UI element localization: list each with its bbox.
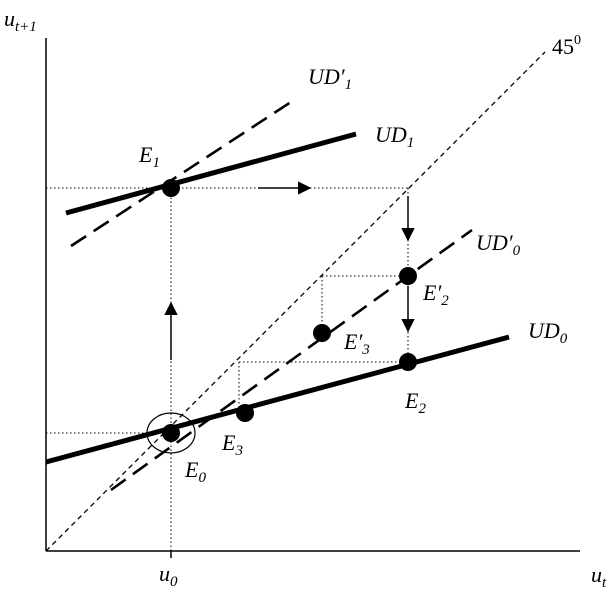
point-e1: [162, 179, 180, 197]
ud1-prime-label: UD′1: [308, 64, 352, 93]
point-e2: [399, 353, 417, 371]
e2-prime-label: E′2: [422, 280, 449, 309]
point-e3: [236, 404, 254, 422]
diagonal-45-line: [45, 51, 546, 552]
e2-label: E2: [404, 388, 426, 417]
ud0-prime-label: UD′0: [476, 230, 521, 259]
e0-label: E0: [184, 457, 206, 486]
e0-ring: [146, 412, 196, 454]
ud0-line: [45, 334, 510, 465]
point-e3-prime: [313, 324, 331, 342]
ud0-label: UD0: [528, 318, 568, 347]
ud1-prime-line: [70, 98, 295, 248]
x-axis-label: ut: [591, 562, 607, 591]
e3-label: E3: [221, 430, 243, 459]
e3-prime-label: E′3: [343, 329, 370, 358]
ud1-label: UD1: [375, 122, 414, 151]
y-axis-label: ut+1: [4, 6, 37, 35]
diagonal-45-label: 450: [552, 33, 581, 59]
e1-label: E1: [138, 142, 160, 171]
point-e0: [162, 424, 180, 442]
ud0-prime-line: [110, 228, 473, 492]
ud1-line: [65, 131, 357, 216]
point-e2-prime: [399, 267, 417, 285]
x-tick-label-u0: u0: [159, 561, 178, 590]
